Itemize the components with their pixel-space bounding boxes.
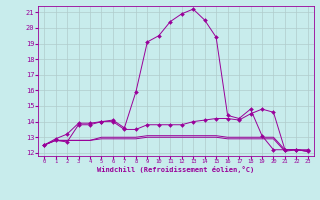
X-axis label: Windchill (Refroidissement éolien,°C): Windchill (Refroidissement éolien,°C) <box>97 166 255 173</box>
